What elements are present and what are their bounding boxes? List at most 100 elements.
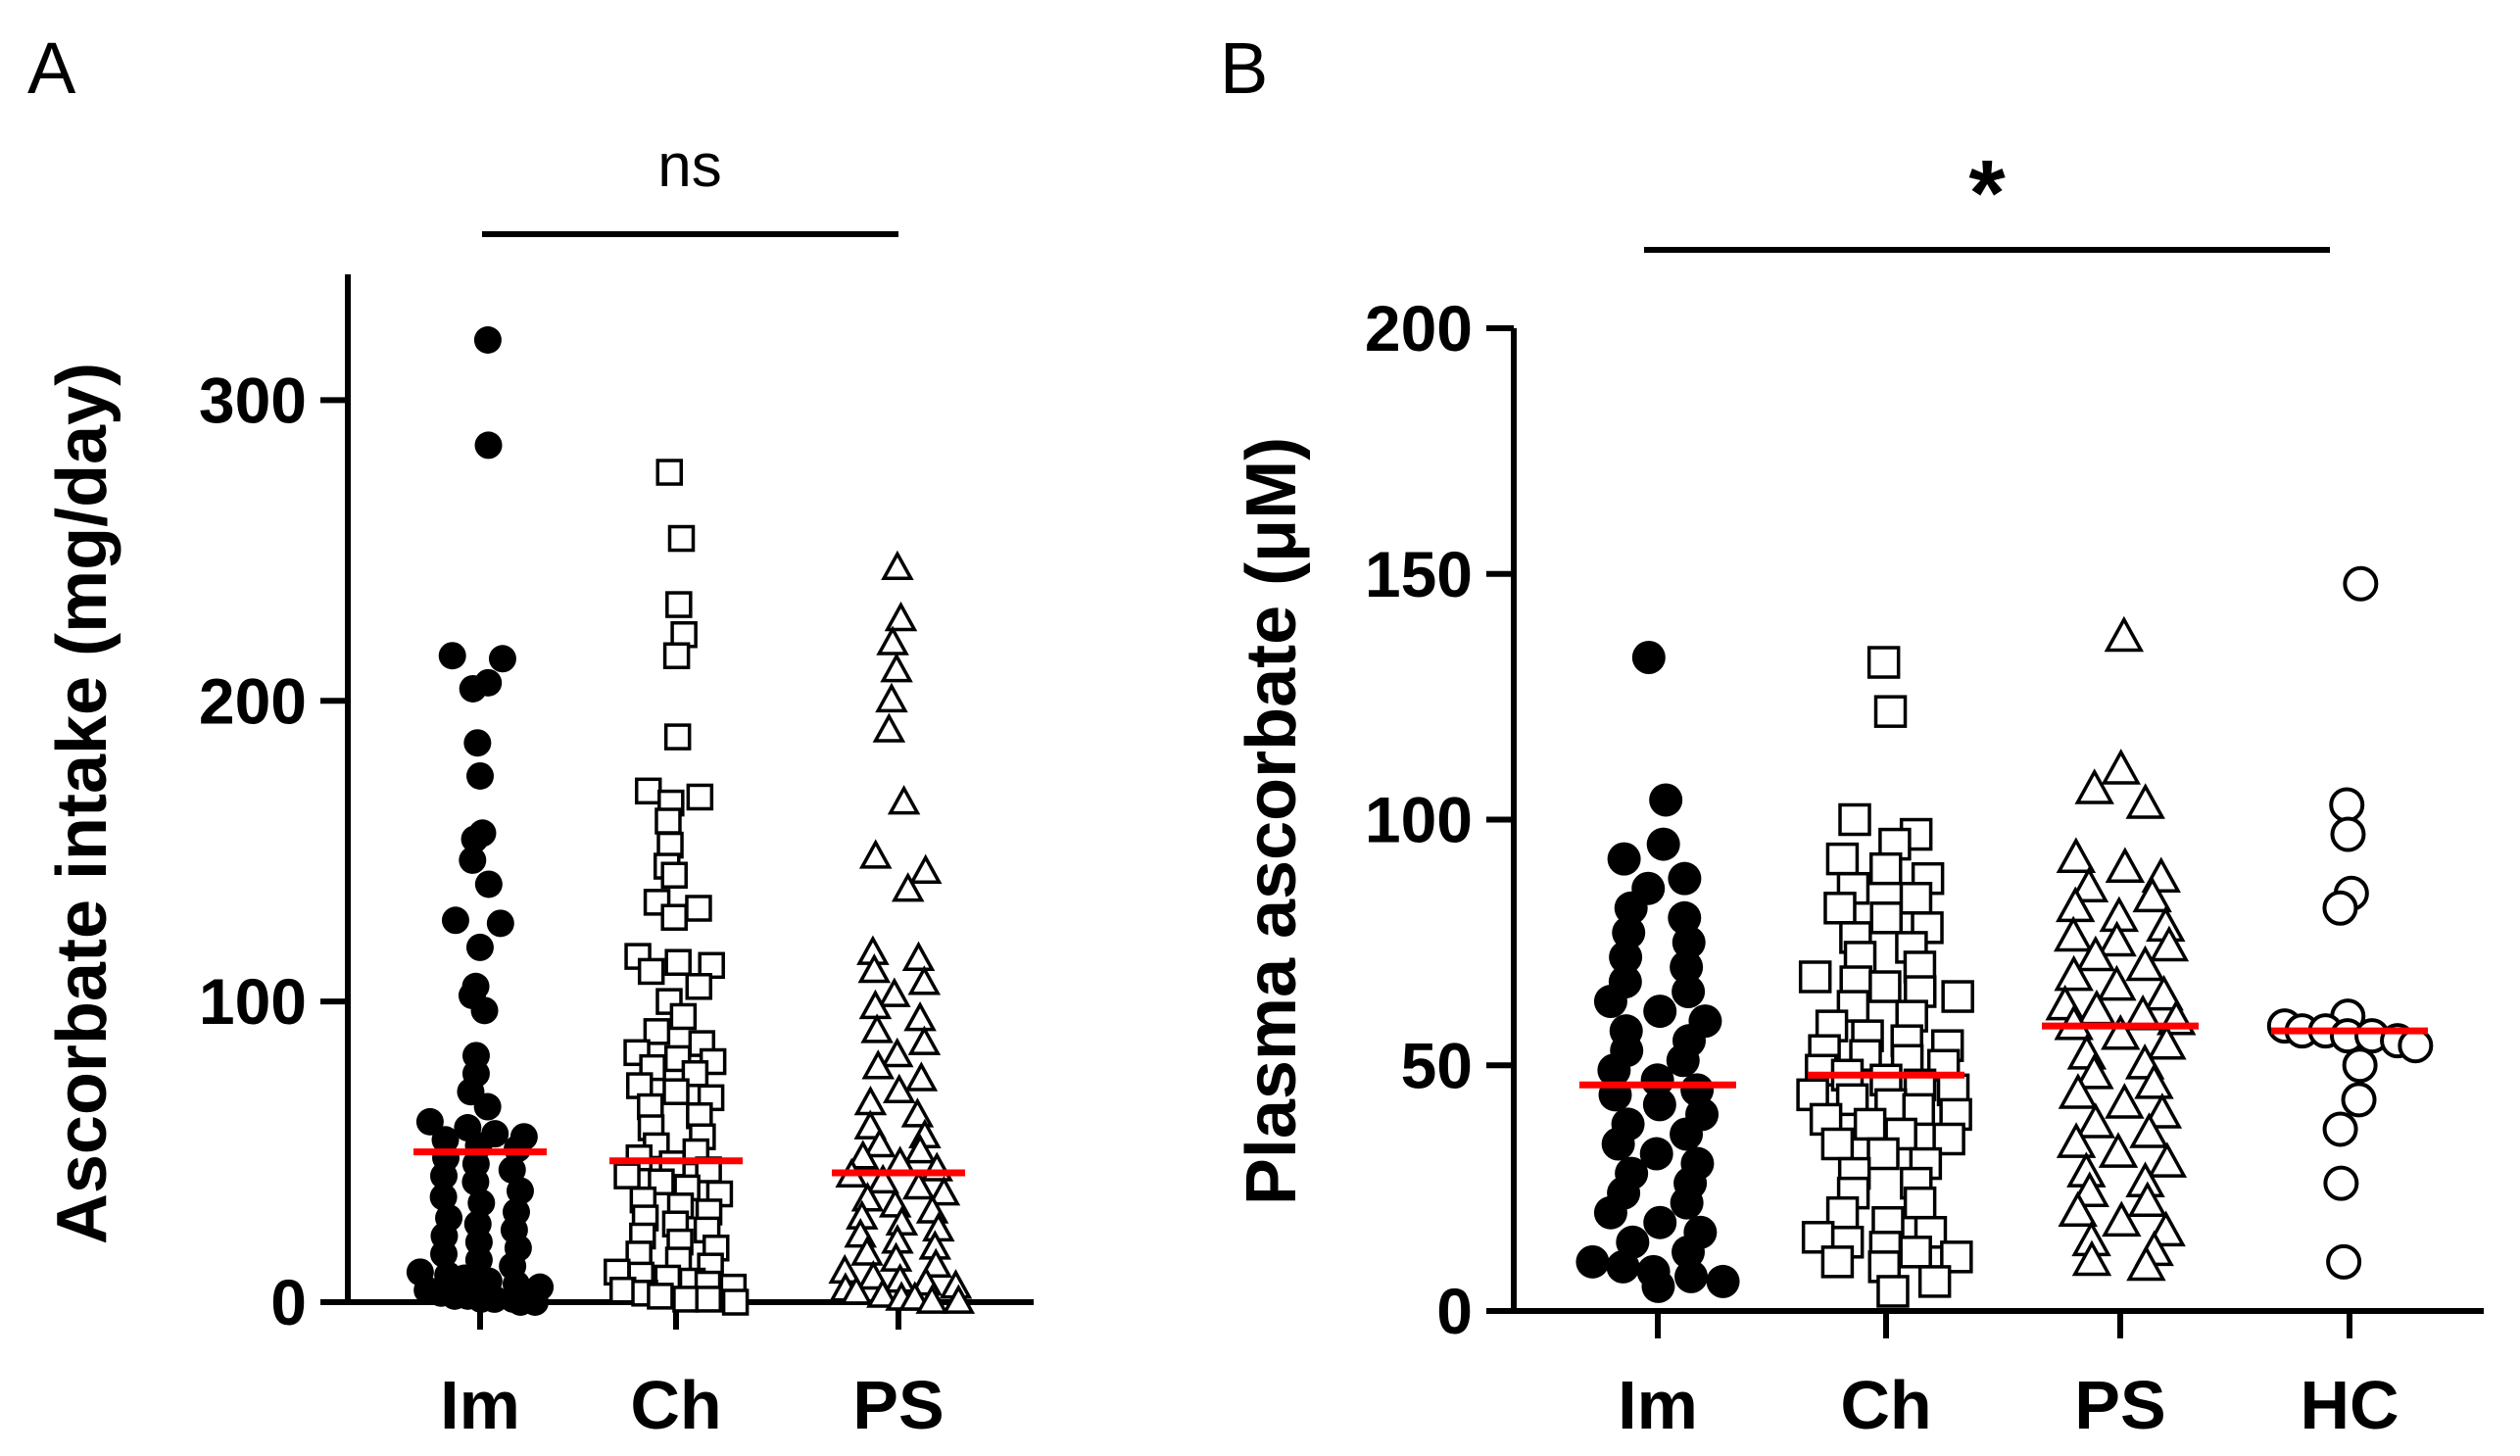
point-a-Ch (662, 1078, 690, 1105)
point-b-PS (2125, 783, 2165, 819)
point-b-Im (1670, 1186, 1704, 1220)
point-a-PS (907, 965, 942, 995)
point-b-PS (2101, 749, 2141, 785)
point-b-HC (2398, 1028, 2434, 1064)
y-tick-label-a-200: 200 (199, 664, 307, 737)
point-a-PS (866, 1278, 899, 1308)
point-a-Ch (685, 973, 713, 1000)
x-tick-label-b-Im: Im (1618, 1367, 1698, 1443)
point-b-Im (1593, 985, 1627, 1019)
point-a-Im (463, 729, 492, 757)
point-a-PS (900, 1097, 935, 1128)
point-a-PS (846, 1140, 880, 1170)
point-a-Ch (672, 1286, 700, 1313)
point-a-PS (904, 1061, 939, 1092)
significance-b: * (1644, 141, 2330, 253)
point-a-PS (850, 1236, 884, 1266)
point-a-PS (853, 1109, 888, 1140)
point-a-Im (430, 1162, 459, 1190)
point-b-Im (1597, 1053, 1631, 1088)
point-a-Ch (608, 1276, 637, 1304)
point-a-Im (488, 645, 516, 673)
point-a-PS (875, 682, 908, 713)
significance-a: ns (482, 132, 898, 237)
point-b-PS (2101, 1013, 2141, 1050)
point-a-Im (461, 1168, 490, 1196)
point-b-PS (2071, 1239, 2112, 1277)
point-b-HC (2322, 1111, 2358, 1147)
point-b-Ch (1899, 1236, 1932, 1269)
point-a-Im (466, 761, 495, 790)
significance-label-b: * (1968, 141, 2006, 246)
point-b-Ch (1873, 695, 1908, 728)
point-a-Im (459, 846, 487, 874)
point-a-PS (878, 977, 911, 1007)
point-b-PS (2142, 1092, 2183, 1129)
point-a-PS (860, 1013, 894, 1043)
point-b-Im (1614, 891, 1648, 925)
axes-a: 0 100 200 300 Im Ch PS (199, 274, 1034, 1443)
point-b-Im (1672, 925, 1706, 959)
point-a-Im (480, 1285, 509, 1313)
panel-b: B Plasma ascorbate (μM) 0 50 100 150 200 Im Ch… (1220, 27, 2484, 1443)
y-axis-title-a: Ascorbate intake (mg/day) (43, 363, 121, 1244)
point-a-PS (919, 1247, 952, 1279)
point-b-PS (2125, 945, 2165, 982)
point-a-Im (473, 326, 502, 354)
y-tick-label-b-0: 0 (1436, 1275, 1473, 1347)
axes-b: 0 50 100 150 200 Im Ch PS HC (1365, 292, 2484, 1443)
point-b-HC (2323, 1165, 2359, 1201)
point-b-Im (1646, 827, 1680, 861)
point-a-PS (880, 1037, 914, 1068)
point-b-PS (2104, 615, 2145, 653)
point-a-Im (474, 870, 503, 898)
point-b-PS (2074, 768, 2114, 804)
point-b-PS (2054, 954, 2094, 992)
point-b-PS (2056, 1122, 2097, 1158)
point-b-Im (1643, 995, 1677, 1029)
panel-letter-b: B (1220, 27, 1268, 109)
point-b-Im (1631, 641, 1666, 675)
point-a-PS (884, 601, 918, 632)
point-b-PS (2097, 964, 2137, 1001)
point-a-PS (915, 1284, 949, 1314)
point-a-Im (460, 825, 489, 853)
point-b-Im (1575, 1244, 1610, 1279)
point-a-PS (863, 1127, 897, 1158)
x-tick-label-b-PS: PS (2074, 1367, 2165, 1443)
point-b-PS (2053, 915, 2094, 952)
point-a-Ch (613, 1162, 641, 1189)
point-b-Im (1674, 1259, 1709, 1293)
significance-label-a: ns (657, 132, 721, 200)
x-tick-label-a-PS: PS (852, 1367, 944, 1443)
x-tick-label-a-Ch: Ch (630, 1367, 721, 1443)
x-tick-label-a-Im: Im (440, 1367, 520, 1443)
y-tick-label-a-100: 100 (199, 965, 307, 1038)
point-b-Ch (1941, 980, 1974, 1013)
point-b-Ch (1899, 881, 1933, 915)
point-b-PS (2105, 1083, 2145, 1119)
point-a-PS (901, 1169, 936, 1200)
point-a-Ch (695, 1286, 722, 1313)
point-b-PS (2149, 925, 2190, 962)
point-b-Im (1639, 1137, 1673, 1171)
point-b-PS (2068, 866, 2109, 903)
point-a-Im (486, 909, 514, 938)
point-b-Im (1670, 1117, 1704, 1151)
point-b-Ch (1869, 901, 1903, 935)
point-b-Ch (1917, 1265, 1952, 1298)
point-a-Ch (685, 895, 712, 922)
panel-a: A Ascorbate intake (mg/day) 0 100 200 300 Im… (27, 27, 1034, 1443)
point-b-PS (2058, 1073, 2099, 1109)
point-a-Im (430, 1239, 459, 1268)
point-a-Ch (655, 459, 684, 486)
point-a-PS (856, 1259, 891, 1290)
point-a-PS (883, 1073, 916, 1104)
point-b-HC (2341, 1082, 2377, 1118)
point-a-Ch (634, 777, 662, 805)
point-a-PS (891, 872, 925, 902)
median-lines-a (413, 1148, 965, 1177)
point-a-PS (866, 1163, 899, 1194)
y-tick-label-b-150: 150 (1365, 538, 1473, 610)
